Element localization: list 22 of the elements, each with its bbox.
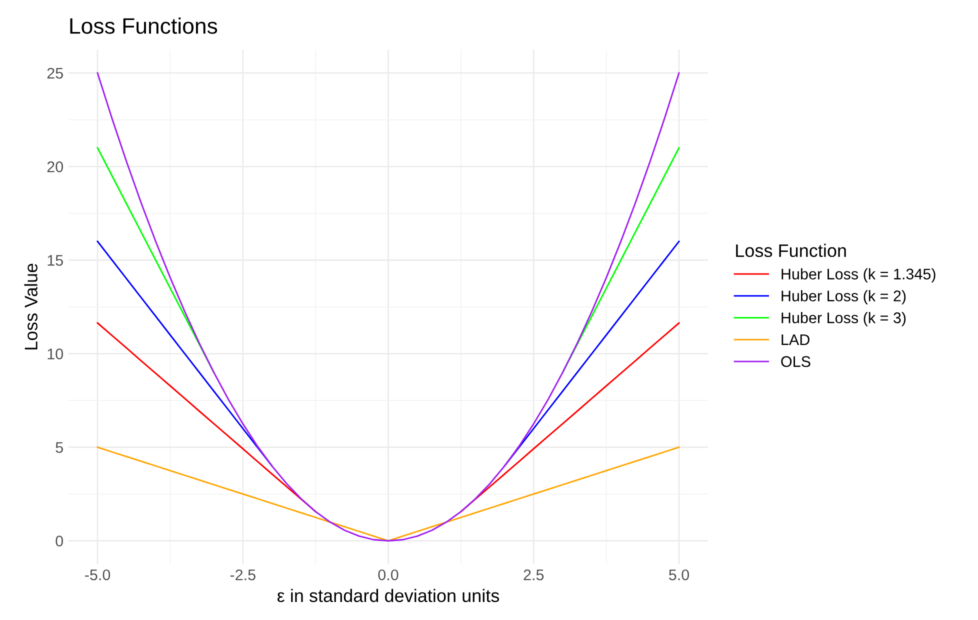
y-tick-label: 10	[48, 348, 64, 360]
y-tick-label: 0	[56, 536, 63, 546]
legend-label: Huber Loss (k = 1.345)	[782, 268, 936, 282]
x-tick-label: 5.0	[668, 569, 690, 580]
y-tick-label: 5	[56, 442, 63, 453]
y-tick-label: 15	[48, 255, 63, 266]
legend-label: Huber Loss (k = 2)	[782, 290, 906, 304]
legend-title: Loss Function	[736, 244, 846, 258]
x-tick-label: 0.0	[378, 569, 398, 580]
y-tick-label: 25	[47, 68, 63, 79]
x-axis-title: ε in standard deviation units	[277, 588, 500, 602]
x-tick-label: -5.0	[85, 569, 110, 580]
y-tick-label: 20	[47, 161, 64, 172]
legend-label: OLS	[781, 356, 810, 367]
line-series	[96, 446, 680, 542]
line-series	[96, 72, 680, 542]
x-tick-label: 2.5	[524, 569, 544, 580]
legend-label: LAD	[782, 334, 810, 345]
chart-title: Loss Functions	[70, 18, 218, 34]
y-axis-title: Loss Value	[24, 264, 38, 350]
legend-label: Huber Loss (k = 3)	[782, 312, 906, 326]
x-tick-label: -2.5	[230, 569, 256, 580]
